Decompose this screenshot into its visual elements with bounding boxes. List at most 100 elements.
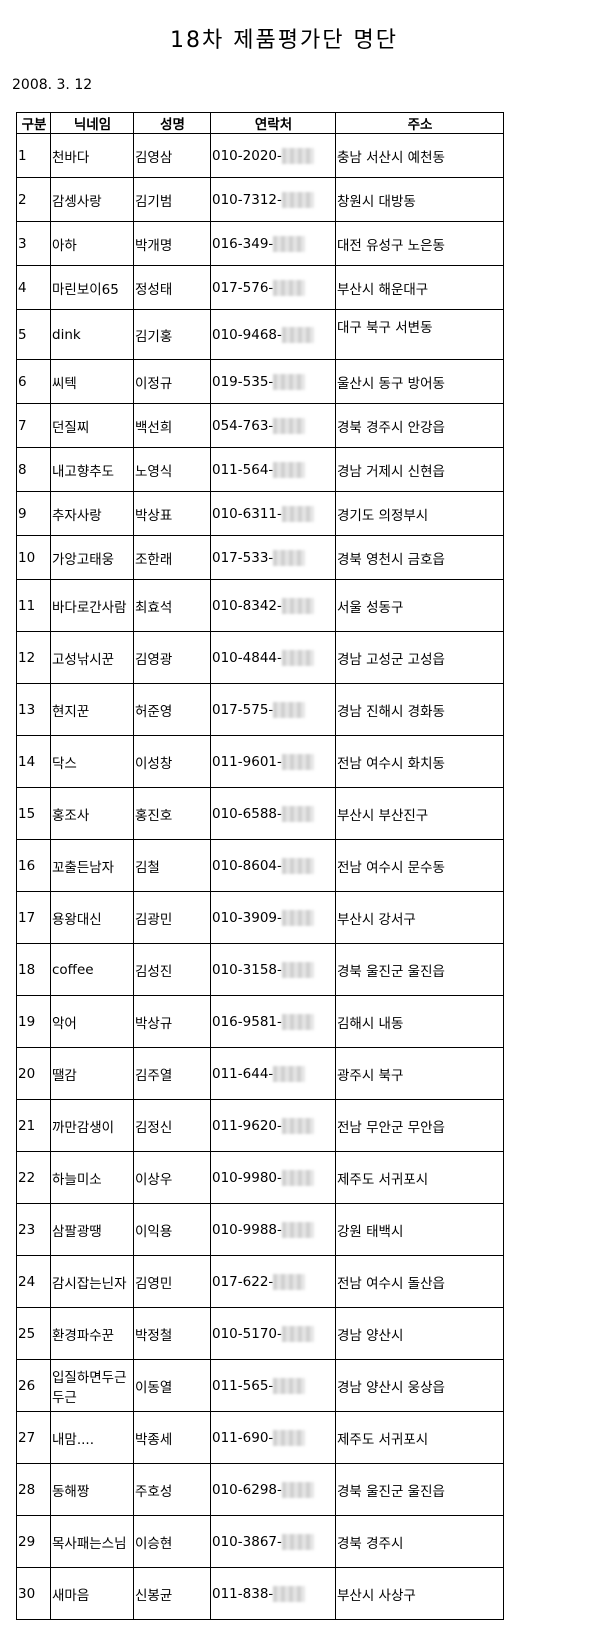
cell-name: 김성진 xyxy=(133,943,211,996)
cell-nickname-text: 삼팔광땡 xyxy=(52,1223,102,1240)
cell-address: 경남 양산시 xyxy=(335,1307,504,1360)
cell-address: 경북 울진군 울진읍 xyxy=(335,943,504,996)
document-title: 18차 제품평가단 명단 xyxy=(0,22,600,54)
cell-contact-text: 017-622- xyxy=(212,1273,274,1290)
cell-name-text: 박종세 xyxy=(135,1431,173,1448)
cell-address-text: 경남 거제시 신현읍 xyxy=(337,463,445,480)
cell-name-text: 김주열 xyxy=(135,1067,173,1084)
redacted-number-blur xyxy=(273,701,306,718)
cell-nickname: 마린보이65 xyxy=(50,265,134,310)
cell-contact-text: 010-6588- xyxy=(212,805,282,822)
table-row: 20 땔감 김주열 011-644- 광주시 북구 xyxy=(16,1047,504,1100)
cell-contact: 010-3909- xyxy=(210,891,336,944)
cell-address: 경남 고성군 고성읍 xyxy=(335,631,504,684)
table-row: 13 현지꾼 허준영 017-575- 경남 진해시 경화동 xyxy=(16,683,504,736)
cell-nickname: 환경파수꾼 xyxy=(50,1307,134,1360)
cell-nickname-text: 홍조사 xyxy=(52,807,90,824)
cell-contact-text: 011-9620- xyxy=(212,1117,282,1134)
cell-no: 25 xyxy=(16,1307,51,1360)
cell-no-text: 22 xyxy=(18,1169,36,1186)
cell-contact-text: 010-5170- xyxy=(212,1325,282,1342)
cell-no-text: 3 xyxy=(18,235,27,252)
cell-name: 박상표 xyxy=(133,491,211,536)
cell-address: 대구 북구 서변동 xyxy=(335,309,504,360)
cell-contact-text: 017-576- xyxy=(212,279,274,296)
cell-name-text: 김기홍 xyxy=(135,328,173,345)
cell-contact-text: 010-9980- xyxy=(212,1169,282,1186)
cell-contact: 017-533- xyxy=(210,535,336,580)
cell-no-text: 16 xyxy=(18,857,36,874)
cell-address: 경북 울진군 울진읍 xyxy=(335,1463,504,1516)
cell-name-text: 신봉균 xyxy=(135,1587,173,1604)
cell-name: 김정신 xyxy=(133,1099,211,1152)
cell-address-text: 대구 북구 서변동 xyxy=(337,320,433,336)
cell-address-text: 김해시 내동 xyxy=(337,1015,404,1032)
table-row: 18 coffee 김성진 010-3158- 경북 울진군 울진읍 xyxy=(16,943,504,996)
cell-no-text: 17 xyxy=(18,909,36,926)
redacted-number-blur xyxy=(273,1429,306,1446)
cell-contact: 017-575- xyxy=(210,683,336,736)
cell-nickname-text: 마린보이65 xyxy=(52,281,119,298)
cell-name-text: 박상표 xyxy=(135,507,173,524)
cell-name-text: 이익용 xyxy=(135,1223,173,1240)
cell-nickname-text: 새마음 xyxy=(52,1587,90,1604)
cell-address-text: 부산시 강서구 xyxy=(337,911,416,928)
cell-address: 부산시 사상구 xyxy=(335,1567,504,1620)
cell-contact: 010-4844- xyxy=(210,631,336,684)
cell-name-text: 김영민 xyxy=(135,1275,173,1292)
redacted-number-blur xyxy=(281,1221,314,1238)
cell-contact: 011-9620- xyxy=(210,1099,336,1152)
cell-nickname: 내고향추도 xyxy=(50,447,134,492)
redacted-number-blur xyxy=(281,857,314,874)
cell-nickname-text: 동해짱 xyxy=(52,1483,90,1500)
cell-contact: 011-690- xyxy=(210,1411,336,1464)
cell-no-text: 26 xyxy=(18,1377,36,1394)
cell-name-text: 김영광 xyxy=(135,651,173,668)
cell-name: 이상우 xyxy=(133,1151,211,1204)
cell-nickname: 아하 xyxy=(50,221,134,266)
cell-address-text: 부산시 해운대구 xyxy=(337,281,429,298)
cell-contact: 010-8604- xyxy=(210,839,336,892)
cell-contact-text: 017-575- xyxy=(212,701,274,718)
cell-nickname-text: 추자사랑 xyxy=(52,507,102,524)
cell-name-text: 이승현 xyxy=(135,1535,173,1552)
cell-contact: 010-2020- xyxy=(210,133,336,178)
cell-contact-text: 016-9581- xyxy=(212,1013,282,1030)
table-row: 17 용왕대신 김광민 010-3909- 부산시 강서구 xyxy=(16,891,504,944)
cell-contact-text: 010-3909- xyxy=(212,909,282,926)
redacted-number-blur xyxy=(281,1325,314,1342)
cell-address: 김해시 내동 xyxy=(335,995,504,1048)
cell-address: 제주도 서귀포시 xyxy=(335,1151,504,1204)
cell-nickname: 가앙고태웅 xyxy=(50,535,134,580)
cell-address-text: 부산시 부산진구 xyxy=(337,807,429,824)
table-row: 4 마린보이65 정성태 017-576- 부산시 해운대구 xyxy=(16,265,504,310)
redacted-number-blur xyxy=(281,505,314,522)
cell-no: 27 xyxy=(16,1411,51,1464)
cell-no: 20 xyxy=(16,1047,51,1100)
cell-no: 23 xyxy=(16,1203,51,1256)
cell-no-text: 4 xyxy=(18,279,27,296)
cell-name: 백선희 xyxy=(133,403,211,448)
cell-no-text: 12 xyxy=(18,649,36,666)
cell-nickname: 용왕대신 xyxy=(50,891,134,944)
cell-name: 이승현 xyxy=(133,1515,211,1568)
cell-contact: 010-9988- xyxy=(210,1203,336,1256)
cell-address-text: 울산시 동구 방어동 xyxy=(337,375,445,392)
cell-contact-text: 010-9988- xyxy=(212,1221,282,1238)
cell-name: 김영광 xyxy=(133,631,211,684)
cell-contact: 011-564- xyxy=(210,447,336,492)
cell-no-text: 8 xyxy=(18,461,27,478)
cell-nickname: 꼬출든남자 xyxy=(50,839,134,892)
cell-name: 박개명 xyxy=(133,221,211,266)
cell-contact-text: 010-7312- xyxy=(212,191,282,208)
cell-no-text: 5 xyxy=(18,326,27,343)
cell-no-text: 10 xyxy=(18,549,36,566)
cell-nickname-text: 환경파수꾼 xyxy=(52,1327,115,1344)
cell-contact: 011-9601- xyxy=(210,735,336,788)
cell-nickname: 고성낚시꾼 xyxy=(50,631,134,684)
cell-address-text: 경북 울진군 울진읍 xyxy=(337,963,445,980)
cell-no-text: 15 xyxy=(18,805,36,822)
table-row: 6 씨텍 이정규 019-535- 울산시 동구 방어동 xyxy=(16,359,504,404)
table-row: 12 고성낚시꾼 김영광 010-4844- 경남 고성군 고성읍 xyxy=(16,631,504,684)
cell-address: 경남 진해시 경화동 xyxy=(335,683,504,736)
